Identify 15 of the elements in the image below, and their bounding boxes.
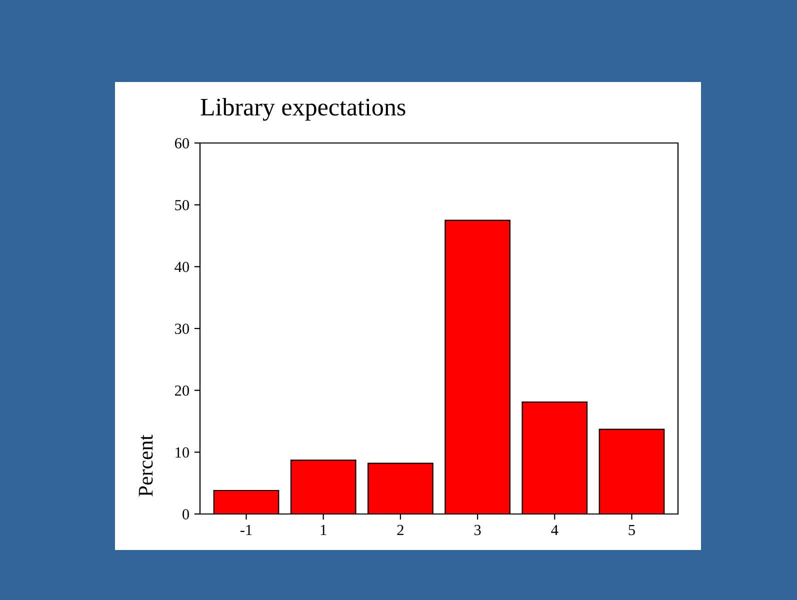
x-tick-label: 4 bbox=[551, 524, 558, 536]
chart-title: Library expectations bbox=[200, 98, 406, 121]
y-tick-label: 60 bbox=[174, 138, 189, 148]
x-tick-label: 5 bbox=[628, 525, 635, 536]
y-tick-label: 30 bbox=[175, 324, 189, 334]
y-tick-label: 20 bbox=[174, 385, 189, 396]
y-tick-label: 50 bbox=[175, 200, 189, 210]
x-tick-label: -1 bbox=[240, 524, 252, 536]
y-tick-label: 40 bbox=[174, 262, 189, 272]
y-tick-label: 0 bbox=[182, 509, 189, 520]
x-tick-label: 3 bbox=[474, 524, 481, 536]
y-tick-label: 10 bbox=[176, 447, 189, 458]
x-tick-label: 2 bbox=[397, 524, 404, 536]
y-axis-title: Percent bbox=[138, 434, 153, 496]
x-tick-label: 1 bbox=[320, 524, 326, 536]
